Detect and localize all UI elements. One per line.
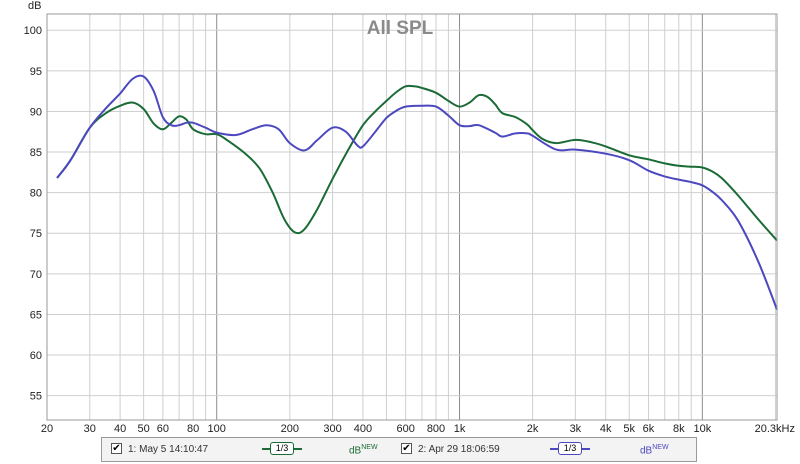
y-tick-label: 85	[30, 147, 42, 159]
x-tick-label: 40	[114, 423, 126, 435]
series-2-checkbox[interactable]: ✔	[401, 443, 412, 454]
y-axis-label: dB	[28, 0, 41, 12]
x-tick-label: 300	[323, 423, 341, 435]
series-2-smoothing-box: 1/3	[558, 442, 582, 455]
grid	[47, 14, 777, 420]
series-1-smoothing-box: 1/3	[270, 442, 294, 455]
x-tick-labels: 20 30 40 50 60 80 100 200 300 400 600 800 1k 2k 3k 4k 5k…	[41, 423, 795, 435]
x-tick-label: 8k	[673, 423, 685, 435]
x-tick-label: 200	[281, 423, 299, 435]
x-tick-label: 20	[41, 423, 53, 435]
x-tick-label: 600	[396, 423, 414, 435]
x-tick-label: 20.3kHz	[755, 423, 795, 435]
series-1-smoothing[interactable]: 1/3	[262, 442, 302, 455]
y-tick-label: 90	[30, 106, 42, 118]
x-tick-label: 6k	[643, 423, 655, 435]
y-tick-label: 95	[30, 66, 42, 78]
series-1-line	[56, 84, 778, 242]
x-tick-label: 30	[84, 423, 96, 435]
y-tick-label: 60	[30, 350, 42, 362]
x-tick-label: 50	[137, 423, 149, 435]
series-1-label[interactable]: 1: May 5 14:10:47	[128, 444, 209, 455]
legend-panel: ✔ 1: May 5 14:10:47 1/3 dBNEW ✔ 2: Apr 2…	[101, 437, 697, 462]
y-tick-labels: 55 60 65 70 75 80 85 90 95 100	[24, 25, 42, 402]
y-tick-label: 100	[24, 25, 42, 37]
y-tick-label: 75	[30, 228, 42, 240]
series-2-label[interactable]: 2: Apr 29 18:06:59	[418, 444, 500, 455]
y-tick-label: 65	[30, 309, 42, 321]
x-tick-label: 3k	[570, 423, 582, 435]
y-tick-label: 55	[30, 391, 42, 403]
series-1-checkbox[interactable]: ✔	[111, 443, 122, 454]
plot-background	[47, 14, 777, 420]
x-tick-label: 4k	[600, 423, 612, 435]
x-tick-label: 400	[354, 423, 372, 435]
series-2-smoothing[interactable]: 1/3	[550, 442, 590, 455]
series-2-line	[56, 74, 778, 310]
series-2-unit: dBNEW	[640, 444, 669, 457]
plot-frame	[46, 13, 778, 421]
series-1-unit: dBNEW	[349, 444, 378, 457]
x-tick-label: 5k	[623, 423, 635, 435]
spl-chart: 55 60 65 70 75 80 85 90 95 100 20 30 40 50 60 80 100 200…	[24, 0, 795, 435]
x-tick-label: 1k	[454, 423, 466, 435]
x-tick-label: 800	[427, 423, 445, 435]
x-tick-label: 100	[208, 423, 226, 435]
y-tick-label: 70	[30, 269, 42, 281]
y-tick-label: 80	[30, 188, 42, 200]
chart-title: All SPL	[367, 18, 434, 39]
x-tick-label: 80	[187, 423, 199, 435]
series-group	[56, 74, 778, 310]
x-tick-label: 2k	[527, 423, 539, 435]
x-tick-label: 10k	[693, 423, 711, 435]
x-tick-label: 60	[157, 423, 169, 435]
